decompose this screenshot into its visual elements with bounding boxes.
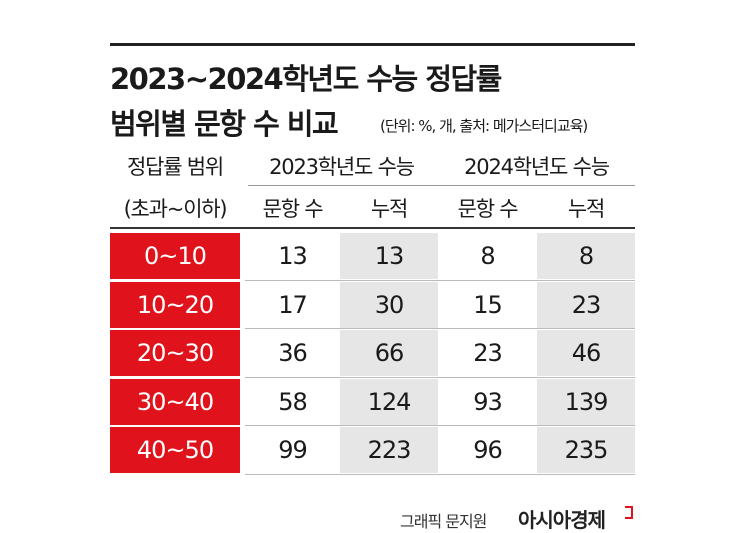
range-cell: 40~50 xyxy=(110,427,240,473)
range-cell: 0~10 xyxy=(110,233,240,279)
value-cell: 223 xyxy=(340,427,438,473)
value-cell: 235 xyxy=(537,427,635,473)
value-cell: 58 xyxy=(278,387,308,416)
value-cell: 99 xyxy=(278,436,308,464)
group-header: 2023학년도 수능 xyxy=(269,155,415,179)
value-cell: 124 xyxy=(340,378,438,425)
row-rule xyxy=(245,425,635,426)
sub-header: 누적 xyxy=(567,197,605,221)
top-rule xyxy=(110,43,635,46)
value-cell: 93 xyxy=(473,387,503,416)
note: (단위: %, 개, 출처: 메가스터디교육) xyxy=(380,117,588,135)
value-cell: 8 xyxy=(480,242,495,270)
value-cell: 36 xyxy=(278,339,308,367)
value-cell: 23 xyxy=(473,339,503,367)
sub-header: 문항 수 xyxy=(262,197,324,221)
range-cell: 30~40 xyxy=(110,378,240,425)
group-header: 2024학년도 수능 xyxy=(464,155,610,179)
group-header: 정답률 범위 xyxy=(126,155,224,179)
value-cell: 23 xyxy=(537,281,635,328)
group-rule xyxy=(248,185,635,186)
row-rule xyxy=(245,279,635,281)
sub-header: (초과~이하) xyxy=(123,197,228,221)
value-cell: 15 xyxy=(473,290,503,319)
value-cell: 139 xyxy=(537,378,635,425)
value-cell: 13 xyxy=(278,242,308,270)
credit: 그래픽 문지원 xyxy=(400,512,487,531)
row-rule xyxy=(245,376,635,378)
value-cell: 17 xyxy=(278,290,308,319)
value-cell: 66 xyxy=(340,330,438,376)
row-rule xyxy=(245,328,635,329)
range-cell: 20~30 xyxy=(110,330,240,376)
value-cell: 96 xyxy=(473,436,503,464)
range-cell: 10~20 xyxy=(110,281,240,328)
sub-header: 문항 수 xyxy=(457,197,519,221)
header-rule xyxy=(110,227,635,229)
sub-header: 누적 xyxy=(370,197,408,221)
brand-mark xyxy=(625,506,633,519)
title-line: 범위별 문항 수 비교 xyxy=(110,107,339,141)
value-cell: 8 xyxy=(537,233,635,279)
brand: 아시아경제 xyxy=(518,508,606,532)
row-rule xyxy=(245,473,635,475)
value-cell: 13 xyxy=(340,233,438,279)
title-line: 2023~2024학년도 수능 정답률 xyxy=(110,62,502,96)
value-cell: 46 xyxy=(537,330,635,376)
value-cell: 30 xyxy=(340,281,438,328)
